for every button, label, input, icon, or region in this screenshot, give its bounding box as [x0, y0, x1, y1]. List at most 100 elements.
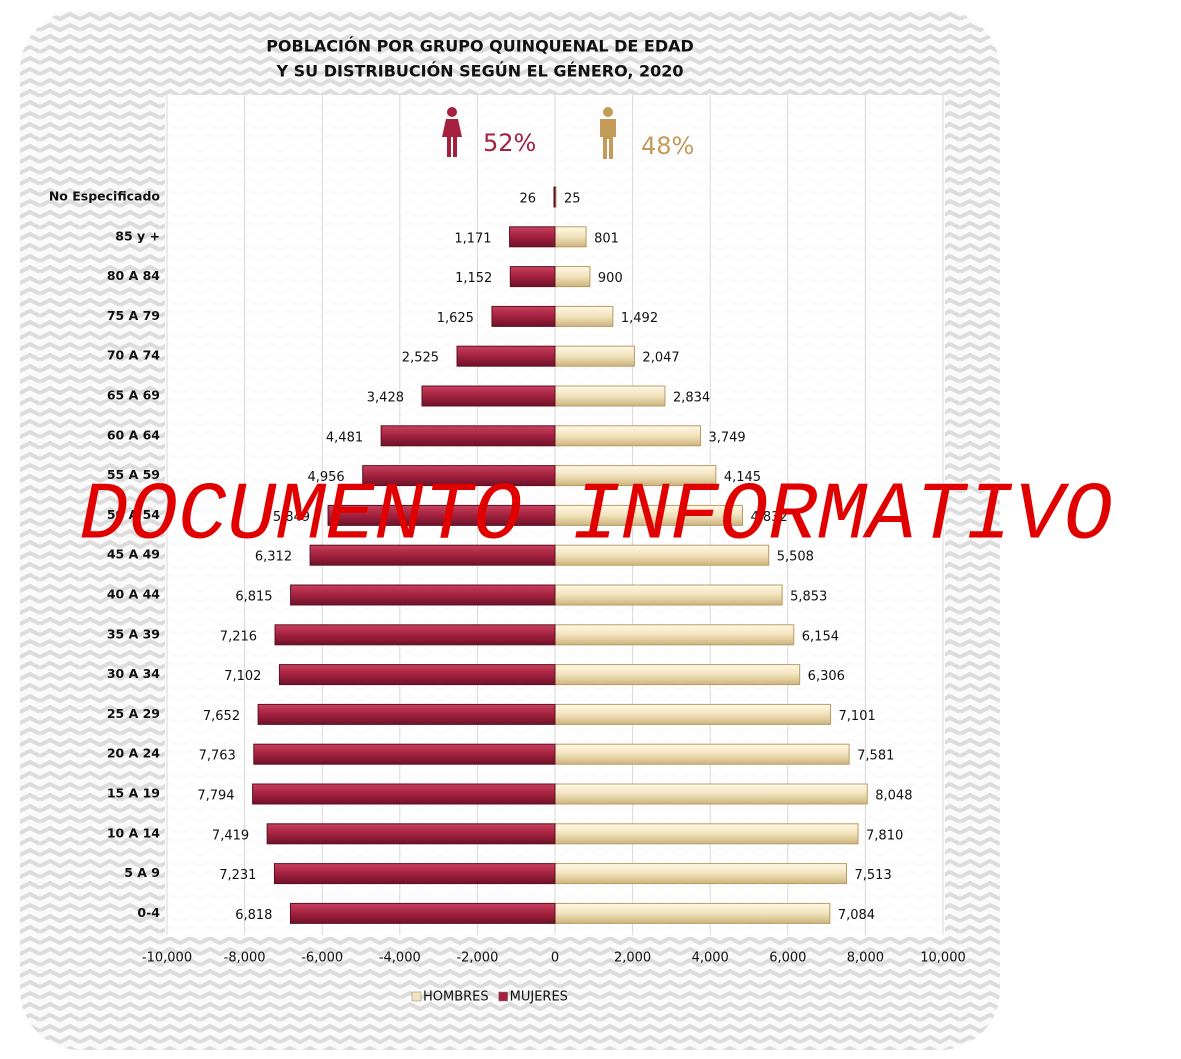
bar	[278, 664, 556, 686]
x-tick-label: 6,000	[769, 951, 806, 966]
data-label: 2,525	[402, 351, 439, 366]
data-label: 7,763	[199, 749, 236, 764]
data-label: 6,818	[235, 908, 272, 923]
men-percent: 48%	[641, 132, 694, 160]
chart-title: Y SU DISTRIBUCIÓN SEGÚN EL GÉNERO, 2020	[276, 62, 684, 81]
bar	[456, 345, 556, 367]
y-tick-label: 30 A 34	[107, 666, 160, 681]
data-label: 6,312	[255, 550, 292, 565]
bar	[554, 902, 831, 924]
data-label: 801	[594, 231, 619, 246]
bar	[554, 385, 666, 407]
data-label: 900	[598, 271, 623, 286]
data-label: 7,216	[220, 629, 257, 644]
bar	[554, 823, 859, 845]
data-label: 4,145	[724, 470, 761, 485]
data-label: 7,101	[839, 709, 876, 724]
x-tick-label: -6,000	[301, 951, 343, 966]
x-tick-label: -8,000	[224, 951, 266, 966]
bar	[554, 345, 635, 367]
x-tick-label: 0	[551, 951, 559, 966]
x-tick-label: -2,000	[456, 951, 498, 966]
x-tick-label: 8,000	[847, 951, 884, 966]
data-label: 7,652	[203, 709, 240, 724]
data-label: 3,428	[367, 391, 404, 406]
bar	[554, 743, 850, 765]
bar	[266, 823, 556, 845]
y-tick-label: 35 A 39	[107, 626, 160, 641]
y-tick-label: 10 A 14	[107, 825, 160, 840]
data-label: 7,102	[224, 669, 261, 684]
data-label: 8,048	[875, 789, 912, 804]
bar	[491, 305, 556, 327]
bar	[509, 266, 556, 288]
bar	[289, 902, 556, 924]
bar	[257, 703, 556, 725]
y-tick-label: 0-4	[137, 905, 160, 920]
data-label: 2,834	[673, 391, 710, 406]
bar	[253, 743, 556, 765]
data-label: 7,513	[855, 868, 892, 883]
data-label: 25	[564, 192, 581, 207]
x-tick-label: 4,000	[692, 951, 729, 966]
data-label: 5,508	[777, 550, 814, 565]
x-tick-label: 10,000	[920, 951, 966, 966]
y-tick-label: 80 A 84	[107, 268, 160, 283]
y-tick-label: 20 A 24	[107, 746, 160, 761]
legend-swatch	[411, 991, 422, 1002]
data-label: 4,956	[307, 470, 344, 485]
x-tick-label: -4,000	[379, 951, 421, 966]
bar	[553, 186, 556, 208]
data-label: 26	[519, 192, 536, 207]
data-label: 4,481	[326, 430, 363, 445]
data-label: 7,231	[219, 868, 256, 883]
data-label: 6,306	[808, 669, 845, 684]
bar	[290, 584, 556, 606]
bar	[509, 226, 556, 248]
bar	[309, 544, 556, 566]
woman-icon	[442, 107, 462, 157]
y-tick-label: 40 A 44	[107, 587, 160, 602]
man-icon	[600, 107, 616, 159]
bar	[362, 465, 556, 487]
y-tick-label: 85 y +	[115, 228, 160, 243]
data-label: 1,171	[454, 231, 491, 246]
watermark: DOCUMENTO INFORMATIVO	[79, 470, 1112, 563]
data-label: 1,152	[455, 271, 492, 286]
y-tick-label: 65 A 69	[107, 388, 160, 403]
legend-label: HOMBRES	[423, 990, 489, 1005]
data-label: 6,815	[235, 590, 272, 605]
data-label: 7,810	[866, 828, 903, 843]
bar	[554, 584, 783, 606]
y-tick-label: 5 A 9	[124, 865, 160, 880]
data-label: 4,832	[750, 510, 787, 525]
data-label: 7,794	[197, 789, 234, 804]
data-label: 1,492	[621, 311, 658, 326]
legend-label: MUJERES	[510, 990, 568, 1005]
bar	[554, 226, 587, 248]
data-label: 5,849	[273, 510, 310, 525]
y-tick-label: 75 A 79	[107, 308, 160, 323]
women-percent: 52%	[483, 129, 536, 157]
data-label: 2,047	[642, 351, 679, 366]
data-label: 5,853	[790, 590, 827, 605]
bar	[273, 863, 556, 885]
chart-title: POBLACIÓN POR GRUPO QUINQUENAL DE EDAD	[266, 37, 694, 56]
bar	[554, 624, 795, 646]
x-tick-label: -10,000	[142, 951, 192, 966]
legend-swatch	[498, 991, 508, 1002]
y-tick-label: 25 A 29	[107, 706, 160, 721]
bar	[554, 783, 868, 805]
bar	[252, 783, 556, 805]
data-label: 3,749	[708, 430, 745, 445]
y-tick-label: 70 A 74	[107, 348, 160, 363]
data-label: 6,154	[802, 629, 839, 644]
y-tick-label: 50 A 54	[107, 507, 160, 522]
bar	[327, 504, 556, 526]
x-tick-label: 2,000	[614, 951, 651, 966]
bar	[554, 703, 832, 725]
y-tick-label: 60 A 64	[107, 427, 160, 442]
bar	[554, 664, 801, 686]
data-label: 7,581	[857, 749, 894, 764]
